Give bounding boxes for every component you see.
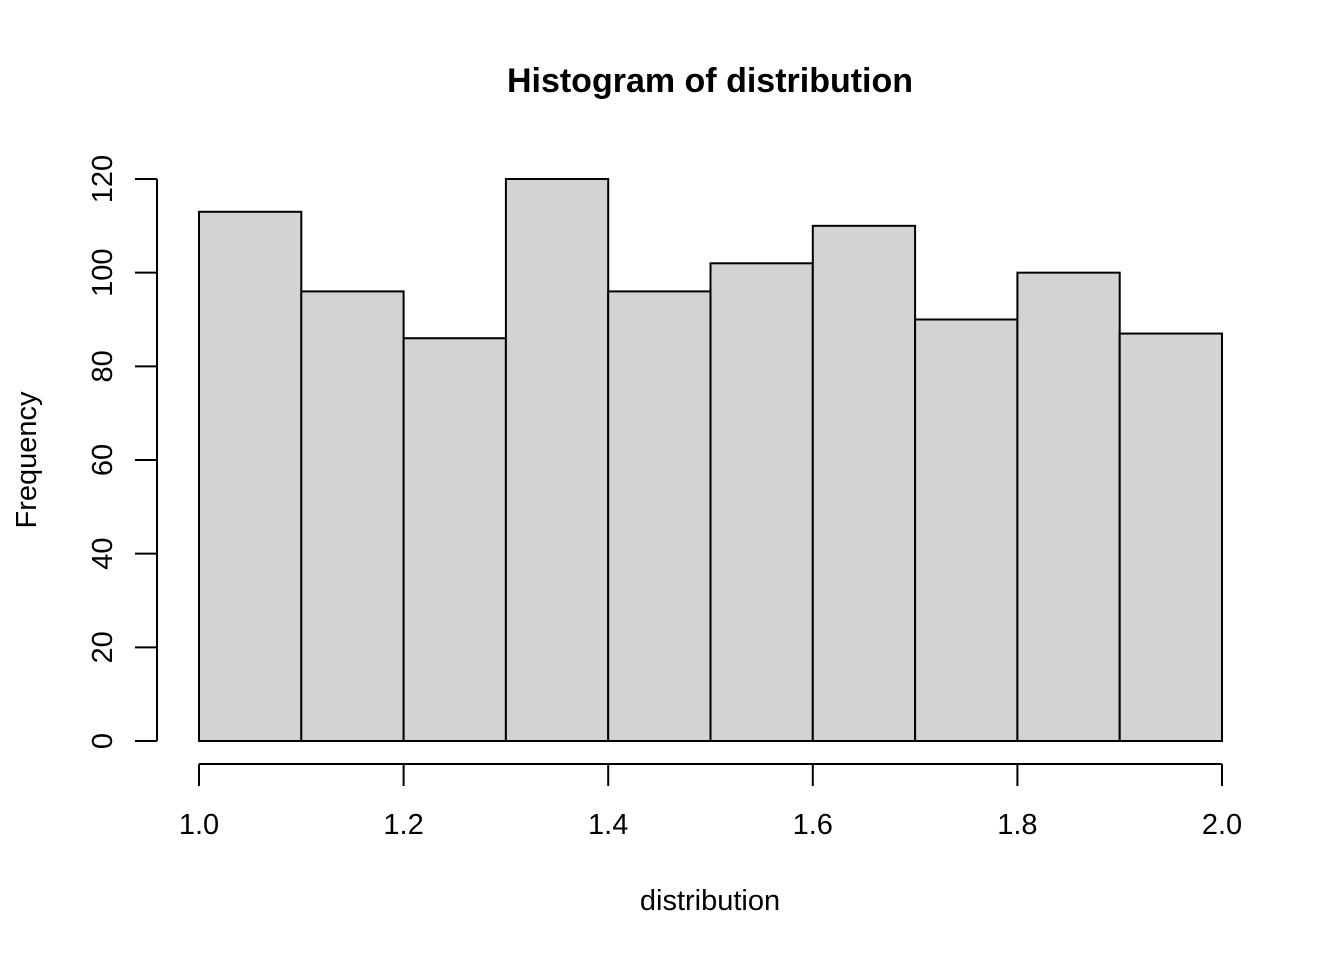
y-axis: 0 20 40 60 80 100 120 xyxy=(87,155,158,749)
x-tick-label: 1.0 xyxy=(179,809,219,841)
y-tick-label: 40 xyxy=(87,538,119,570)
histogram-bar xyxy=(504,178,610,742)
histogram-bar xyxy=(198,210,303,743)
x-tick-label: 2.0 xyxy=(1202,809,1242,841)
x-tick-label: 1.6 xyxy=(793,809,833,841)
histogram-bar xyxy=(402,337,507,742)
histogram-bar xyxy=(300,290,405,742)
histogram-bar xyxy=(709,262,814,742)
y-tick-label: 20 xyxy=(87,631,119,663)
x-axis: 1.0 1.2 1.4 1.6 1.8 2.0 xyxy=(179,763,1242,841)
histogram-bar xyxy=(914,318,1019,742)
x-tick-label: 1.8 xyxy=(997,809,1037,841)
histogram-bar xyxy=(607,290,712,742)
y-axis-label: Frequency xyxy=(11,391,43,529)
histogram-bar xyxy=(1118,332,1223,742)
chart-title: Histogram of distribution xyxy=(507,62,913,100)
y-tick-label: 0 xyxy=(87,733,119,749)
histogram-bar xyxy=(811,224,917,743)
y-tick-label: 120 xyxy=(87,155,119,203)
y-tick-label: 100 xyxy=(87,248,119,296)
x-tick-label: 1.4 xyxy=(588,809,628,841)
x-axis-label: distribution xyxy=(640,885,780,917)
histogram-bar xyxy=(1016,271,1121,742)
bars-group xyxy=(198,178,1223,743)
y-tick-label: 80 xyxy=(87,350,119,382)
x-tick-label: 1.2 xyxy=(383,809,423,841)
y-tick-label: 60 xyxy=(87,444,119,476)
